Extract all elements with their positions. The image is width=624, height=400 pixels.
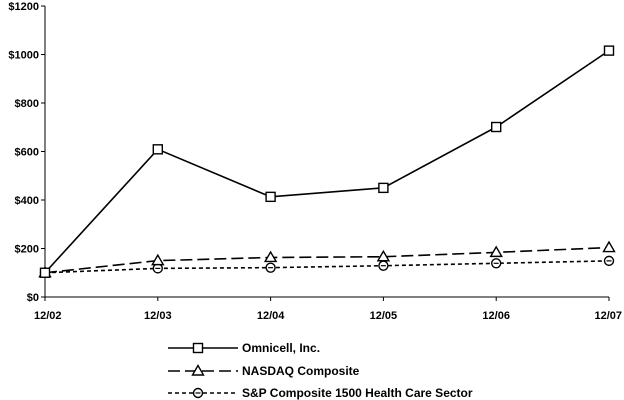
legend-marker [192, 387, 204, 399]
y-tick-label: $600 [15, 147, 39, 159]
data-point [489, 245, 503, 258]
series-line [44, 246, 610, 274]
data-point [376, 249, 391, 262]
legend-entry: S&P Composite 1500 Health Care Sector [168, 386, 473, 400]
x-tick-label: 12/04 [257, 310, 285, 322]
legend-label: NASDAQ Composite [242, 364, 360, 378]
series-line [44, 49, 610, 274]
y-tick-label: $1200 [8, 1, 39, 13]
series-0 [39, 45, 615, 278]
legend-entry: Omnicell, Inc. [168, 341, 320, 355]
data-point [263, 250, 278, 263]
data-point [152, 144, 164, 155]
series-1 [38, 240, 616, 278]
data-point [491, 258, 502, 269]
legend: Omnicell, Inc. NASDAQ Composite S&P Compos… [168, 341, 473, 400]
y-tick-label: $400 [15, 195, 39, 207]
x-tick-label: 12/07 [594, 310, 622, 322]
series-line [44, 260, 610, 274]
legend-label: Omnicell, Inc. [242, 341, 320, 355]
legend-entry: NASDAQ Composite [168, 364, 360, 378]
data-point [378, 182, 389, 194]
y-tick-label: $0 [27, 292, 39, 304]
y-tick-label: $200 [15, 244, 39, 256]
axes [44, 6, 609, 298]
data-point [603, 255, 615, 267]
data-point [603, 45, 615, 56]
data-point [265, 262, 276, 273]
data-point [151, 253, 165, 266]
data-point [602, 240, 616, 253]
data-point [39, 267, 51, 278]
data-point [491, 121, 502, 133]
x-tick-label: 12/03 [144, 310, 172, 322]
y-axis-ticks: $0 $200 $400 $600 $800 $1000 $1200 [8, 1, 45, 304]
legend-marker [191, 364, 205, 376]
y-tick-label: $800 [15, 98, 39, 110]
data-point [378, 260, 389, 271]
y-tick-label: $1000 [8, 50, 39, 62]
x-tick-label: 12/02 [34, 310, 62, 322]
x-axis-ticks: 12/02 12/03 12/04 12/05 12/06 12/07 [34, 297, 622, 322]
legend-marker [192, 342, 204, 354]
legend-label: S&P Composite 1500 Health Care Sector [242, 386, 473, 400]
x-tick-label: 12/06 [482, 310, 510, 322]
data-point [265, 191, 276, 203]
series-2 [39, 255, 615, 278]
series-group [38, 45, 616, 278]
x-tick-label: 12/05 [370, 310, 398, 322]
